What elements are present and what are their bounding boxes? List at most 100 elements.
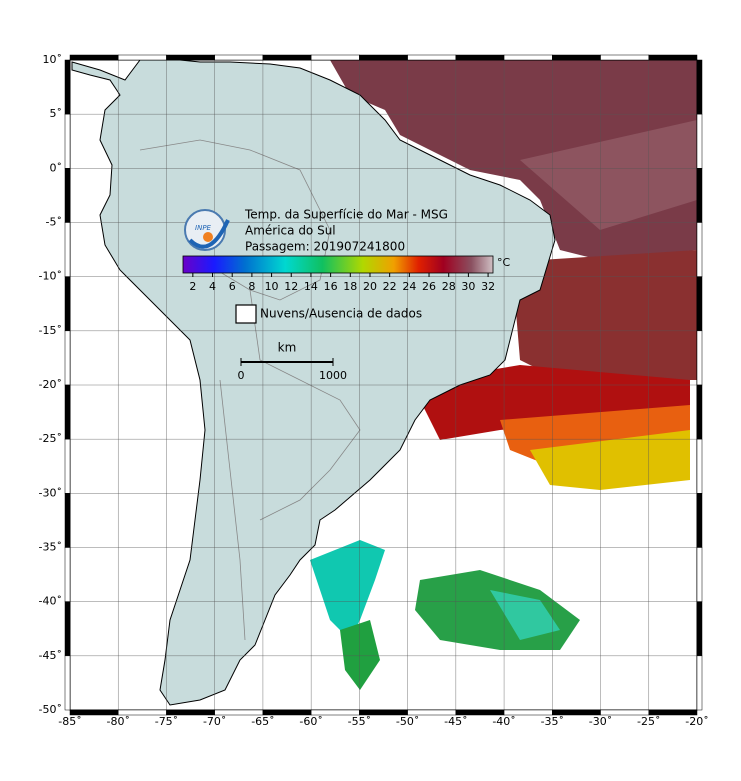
frame-segment — [64, 655, 71, 711]
frame-segment — [166, 54, 215, 61]
frame-segment — [648, 54, 698, 61]
frame-segment — [696, 384, 703, 440]
y-tick-label: -45˚ — [39, 649, 62, 662]
colorbar-tick-label: 28 — [442, 280, 456, 293]
x-tick-label: -30˚ — [589, 715, 612, 728]
frame-segment — [64, 601, 71, 657]
frame-segment — [64, 276, 71, 332]
y-tick-label: 0˚ — [50, 161, 63, 174]
frame-segment — [455, 54, 505, 61]
frame-segment — [64, 113, 71, 169]
colorbar-tick-label: 20 — [363, 280, 377, 293]
frame-segment — [69, 54, 119, 61]
colorbar-tick-label: 8 — [248, 280, 255, 293]
colorbar-tick-label: 24 — [402, 280, 416, 293]
map-content — [70, 60, 697, 710]
logo-text: INPE — [195, 224, 212, 232]
frame-segment — [503, 54, 553, 61]
colorbar-ticks: 2 4 6 8 10 12 14 16 18 20 22 24 26 28 30 32 — [189, 273, 495, 293]
scale-title: km — [278, 341, 297, 355]
colorbar-tick-label: 2 — [189, 280, 196, 293]
frame-segment — [407, 54, 457, 61]
sst-red — [420, 365, 690, 440]
title-line: Temp. da Superfície do Mar - MSG — [244, 208, 448, 222]
frame-segment — [262, 54, 312, 61]
x-tick-label: -50˚ — [396, 715, 419, 728]
frame-segment — [64, 438, 71, 494]
frame-segment — [64, 59, 71, 115]
sst-teal — [490, 590, 560, 640]
colorbar-tick-label: 26 — [422, 280, 436, 293]
frame-segment — [64, 330, 71, 386]
colorbar-tick-label: 6 — [229, 280, 236, 293]
frame-segment — [696, 59, 703, 115]
frame-segment — [552, 54, 601, 61]
x-tick-label: -70˚ — [203, 715, 226, 728]
sst-yellow — [530, 430, 690, 490]
x-tick-label: -35˚ — [541, 715, 564, 728]
title-line: América do Sul — [245, 224, 336, 238]
frame-segment — [696, 601, 703, 657]
borders — [139, 139, 361, 641]
x-tick-label: -85˚ — [58, 715, 81, 728]
colorbar-tick-label: 10 — [265, 280, 279, 293]
grid — [70, 60, 697, 710]
frame-segment — [64, 384, 71, 440]
logo-dot — [203, 232, 213, 242]
frame-segment — [696, 493, 703, 548]
legend-text: Nuvens/Ausencia de dados — [260, 307, 422, 321]
colorbar-tick-label: 30 — [461, 280, 475, 293]
y-tick-label: -5˚ — [46, 216, 62, 229]
frame-segment — [696, 655, 703, 711]
frame-segment — [696, 438, 703, 494]
logo: INPE — [184, 209, 230, 251]
logo-swoosh — [188, 219, 230, 249]
frame-segment — [64, 168, 71, 223]
colorbar-tick-label: 16 — [324, 280, 338, 293]
x-tick-label: -40˚ — [492, 715, 515, 728]
y-tick-label: -50˚ — [39, 703, 62, 716]
frame-segment — [696, 222, 703, 277]
frame-segment — [696, 276, 703, 332]
frame-segment — [359, 54, 408, 61]
frame-segment — [117, 54, 167, 61]
colorbar-tick-label: 18 — [343, 280, 357, 293]
frame-segment — [696, 168, 703, 223]
colorbar — [182, 255, 494, 274]
scale-label: 1000 — [319, 369, 347, 382]
frame-segment — [64, 547, 71, 602]
x-tick-label: -80˚ — [106, 715, 129, 728]
sst-south-brazil — [515, 250, 697, 380]
y-tick-label: -10˚ — [39, 270, 62, 283]
colorbar-tick-label: 12 — [284, 280, 298, 293]
y-tick-label: -35˚ — [39, 541, 62, 554]
sst-green — [340, 620, 380, 690]
frame-segment — [696, 547, 703, 602]
x-tick-label: -75˚ — [155, 715, 178, 728]
sst-green-east — [415, 570, 580, 650]
x-tick-label: -25˚ — [637, 715, 660, 728]
y-tick-label: 5˚ — [50, 107, 63, 120]
frame-segment — [696, 113, 703, 169]
title-line: Passagem: 201907241800 — [245, 240, 405, 254]
y-tick-label: -20˚ — [39, 378, 62, 391]
x-tick-label: -45˚ — [444, 715, 467, 728]
scale-label: 0 — [238, 369, 245, 382]
frame-segment — [214, 54, 264, 61]
y-tick-label: -15˚ — [39, 324, 62, 337]
colorbar-tick-label: 22 — [383, 280, 397, 293]
frame-segment — [648, 709, 698, 716]
scale-bar: 0 1000 — [238, 358, 347, 382]
x-tick-label: -20˚ — [685, 715, 708, 728]
legend-swatch — [235, 304, 257, 324]
sst-north-light — [520, 120, 697, 230]
colorbar-unit: °C — [497, 256, 511, 269]
sst-cyan — [310, 540, 385, 640]
y-tick-label: 10˚ — [43, 53, 63, 66]
frame-segment — [696, 330, 703, 386]
y-tick-label: -40˚ — [39, 595, 62, 608]
frame-segment — [600, 54, 650, 61]
y-tick-label: -30˚ — [39, 486, 62, 499]
frame-segment — [64, 222, 71, 277]
